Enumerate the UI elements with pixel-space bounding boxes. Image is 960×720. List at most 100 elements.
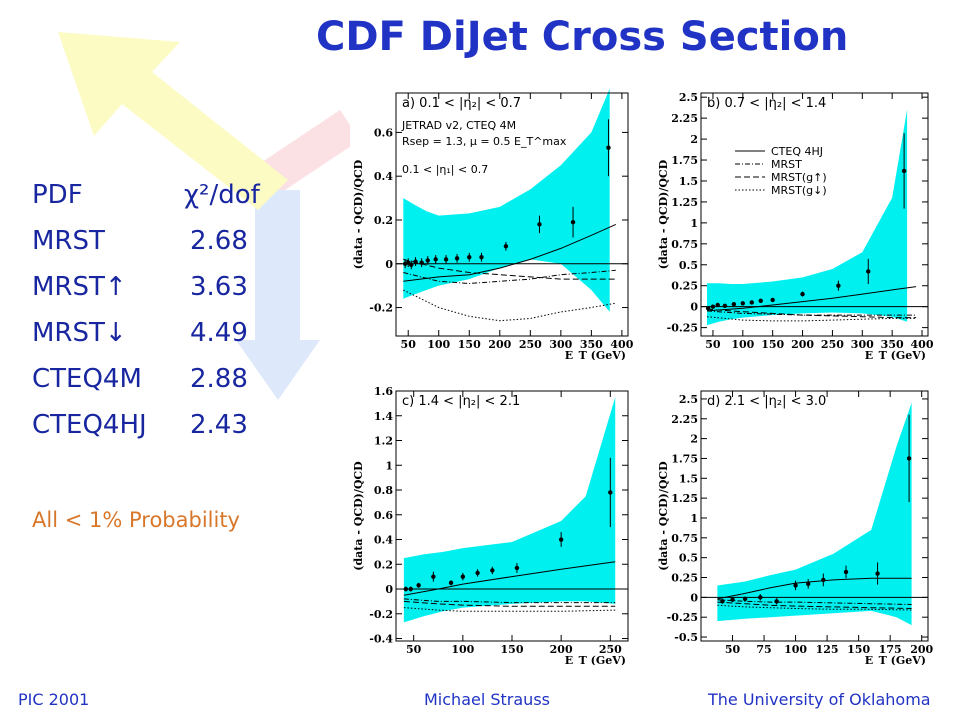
chart-a-svg: -0.2 0 0.2 0.4 0.6 50 100 150 200 250 300 350 400E_T… [352, 88, 634, 363]
data-point [503, 244, 509, 249]
x-tick-label: 300 [549, 338, 572, 351]
x-tick-label: 250 [599, 643, 622, 656]
chart-panel-d: -0.5 -0.25 0 0.25 0.5 0.75 1 1.25 1.5 1.75 2 2.25 2.… [655, 383, 940, 668]
y-tick-label: -0.2 [369, 608, 393, 621]
data-point [722, 303, 728, 309]
curve-mrst-g- [403, 607, 616, 612]
plot-frame [700, 92, 929, 337]
y-tick-label: 1.75 [671, 452, 698, 465]
y-tick-label: 1.75 [671, 154, 698, 167]
y-tick-label: 1.25 [671, 196, 698, 209]
x-tick-label: 175 [879, 643, 902, 656]
data-point [448, 580, 454, 586]
data-point [608, 490, 613, 495]
data-point [490, 568, 495, 573]
y-tick-label: -0.5 [674, 631, 698, 644]
y-tick-label: 0 [690, 301, 698, 314]
data-point [460, 574, 466, 579]
y-tick-label: 0.6 [374, 126, 393, 139]
data-point [749, 300, 754, 305]
y-axis-label: (data - QCD)/QCD [352, 159, 365, 269]
y-tick-label: 2 [690, 133, 698, 146]
data-point [740, 301, 746, 306]
chart-b-svg: -0.25 0 0.25 0.5 0.75 1 1.25 1.5 1.75 2 2.25 2.5 50 1… [657, 91, 934, 363]
data-point [800, 291, 805, 297]
data-point [570, 219, 576, 225]
legend-entry: CTEQ 4HJ [771, 145, 823, 158]
x-axis-label: E_T (GeV) [565, 349, 626, 360]
legend-entry: MRST(g↓) [771, 184, 827, 197]
panel-label: d) 2.1 < |η₂| < 3.0 [707, 394, 826, 409]
y-tick-label: 1 [690, 512, 698, 525]
y-tick-label: 0.6 [374, 509, 393, 522]
data-point [731, 301, 737, 307]
footer-center: Michael Strauss [424, 690, 550, 709]
data-point [514, 565, 520, 571]
y-tick-label: -0.25 [667, 322, 698, 335]
data-point [413, 259, 418, 264]
y-tick-label: 2.5 [679, 393, 698, 406]
footer-right: The University of Oklahoma [708, 690, 931, 709]
panel-annotation: Rsep = 1.3, μ = 0.5 E_T^max [402, 135, 567, 148]
curve-mrst-g- [706, 308, 917, 319]
x-tick-label: 50 [705, 338, 721, 351]
data-point [705, 306, 711, 311]
x-tick-label: 350 [580, 338, 603, 351]
data-point [467, 254, 472, 260]
y-tick-label: 1 [385, 459, 393, 472]
data-point [606, 145, 611, 150]
y-tick-label: 0.2 [374, 558, 393, 571]
y-tick-label: 1.25 [671, 492, 698, 505]
pdf-row-value: 2.43 [190, 410, 248, 440]
data-point [715, 302, 720, 308]
data-point [901, 168, 907, 174]
pdf-row-name: MRST [32, 226, 105, 256]
data-point [906, 456, 912, 461]
y-tick-label: 0.25 [671, 280, 698, 293]
legend-entry: MRST(g↑) [771, 171, 827, 184]
y-axis-label: (data - QCD)/QCD [352, 461, 365, 571]
y-tick-label: 0.5 [679, 552, 698, 565]
x-tick-label: 200 [488, 338, 511, 351]
slide-title: CDF DiJet Cross Section [316, 14, 849, 60]
chart-c-svg: -0.4 -0.2 0 0.2 0.4 0.6 0.8 1 1.2 1.4 1.6 50 100 150 2… [352, 385, 629, 668]
data-point [836, 283, 841, 288]
x-axis-label: E_T (GeV) [865, 654, 926, 665]
data-point [720, 599, 725, 604]
data-point [758, 298, 763, 304]
data-point [479, 254, 484, 260]
x-tick-label: 50 [406, 643, 422, 656]
curve-mrst [403, 269, 616, 285]
x-tick-label: 100 [451, 643, 474, 656]
x-tick-label: 50 [401, 338, 417, 351]
x-tick-label: 125 [816, 643, 839, 656]
curve-mrst-g- [403, 258, 616, 280]
pdf-row-name: CTEQ4M [32, 364, 142, 394]
data-point [875, 571, 880, 576]
x-tick-label: 150 [847, 643, 870, 656]
data-point [475, 570, 480, 576]
pdf-row-name: CTEQ4HJ [32, 410, 147, 440]
data-point [425, 258, 430, 263]
data-point [409, 262, 414, 268]
x-tick-label: 350 [881, 338, 904, 351]
panel-annotation: 0.1 < |η₁| < 0.7 [402, 163, 488, 176]
data-point [843, 569, 849, 575]
y-tick-label: -0.4 [369, 633, 393, 646]
chart-panel-c: -0.4 -0.2 0 0.2 0.4 0.6 0.8 1 1.2 1.4 1.6 50 100 150 2… [350, 383, 640, 668]
panel-label: b) 0.7 < |η₂| < 1.4 [707, 96, 826, 111]
pdf-row-value: 4.49 [190, 318, 248, 348]
data-point [774, 599, 779, 604]
curve-cteq-4hj [706, 286, 917, 312]
x-tick-label: 100 [784, 643, 807, 656]
y-tick-label: 1.2 [374, 435, 393, 448]
data-point [866, 269, 871, 274]
y-tick-label: 1.4 [374, 410, 393, 423]
data-point [730, 597, 735, 602]
x-tick-label: 200 [910, 643, 933, 656]
panel-annotation: JETRAD v2, CTEQ 4M [401, 119, 516, 132]
uncertainty-band [403, 88, 610, 312]
chart-d-svg: -0.5 -0.25 0 0.25 0.5 0.75 1 1.25 1.5 1.75 2 2.25 2.… [657, 390, 934, 668]
uncertainty-band [706, 109, 908, 326]
